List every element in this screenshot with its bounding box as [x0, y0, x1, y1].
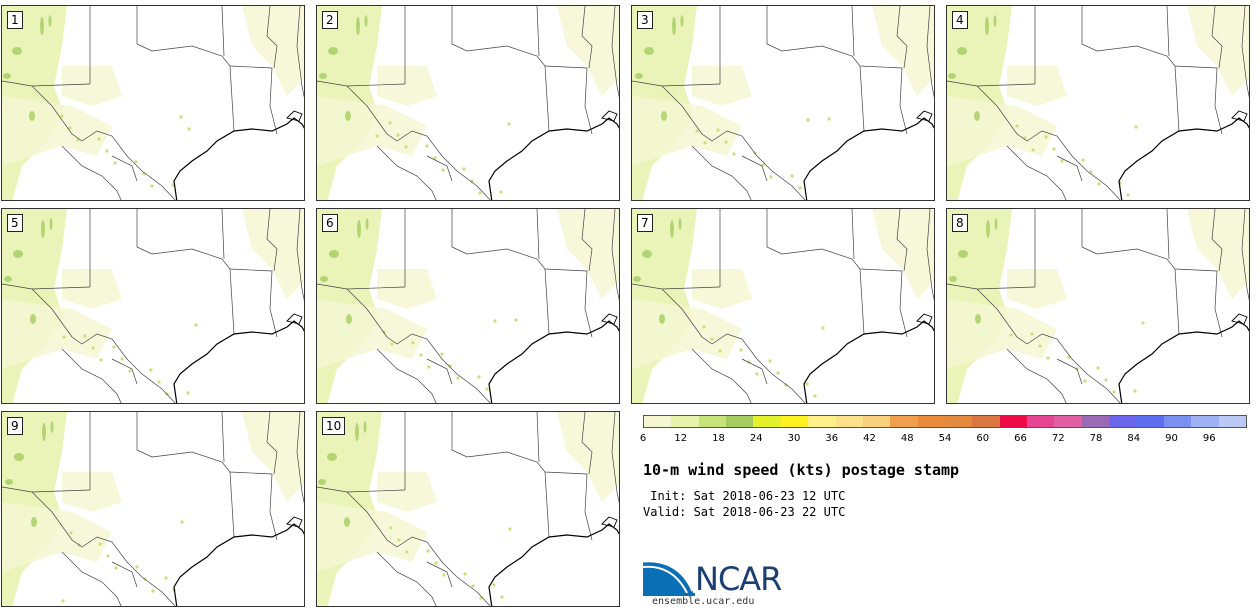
colorbar-swatch: [1191, 416, 1219, 427]
colorbar-tick-label: 72: [1051, 433, 1065, 444]
ensemble-member-panel: 4: [946, 5, 1250, 201]
colorbar-swatch: [780, 416, 809, 427]
ensemble-member-panel: 10: [316, 411, 620, 607]
colorbar-swatch: [671, 416, 699, 427]
colorbar-tick-label: 36: [825, 433, 839, 444]
plot-title: 10-m wind speed (kts) postage stamp: [643, 461, 960, 479]
colorbar-tick-label: 60: [976, 433, 990, 444]
colorbar-tick-label: 66: [1014, 433, 1027, 444]
colorbar-swatch: [1054, 416, 1082, 427]
colorbar-tick-label: 96: [1202, 433, 1216, 444]
wind-map: [947, 6, 1249, 200]
colorbar-tick-label: 54: [938, 433, 952, 444]
wind-map: [632, 6, 934, 200]
colorbar-swatch: [1136, 416, 1164, 427]
wind-map: [2, 412, 304, 606]
wind-map: [2, 6, 304, 200]
colorbar-swatch: [862, 416, 891, 427]
colorbar-tick-label: 12: [674, 433, 688, 444]
wind-map: [947, 209, 1249, 403]
colorbar-swatch: [1109, 416, 1137, 427]
colorbar: [643, 415, 1247, 428]
colorbar-swatch: [917, 416, 945, 427]
wind-map: [2, 209, 304, 403]
ensemble-member-panel: 7: [631, 208, 935, 404]
colorbar-swatch: [972, 416, 1000, 427]
colorbar-swatch: [726, 416, 754, 427]
member-label: 1: [7, 11, 23, 29]
member-label: 8: [952, 214, 968, 232]
colorbar-swatch: [1081, 416, 1110, 427]
colorbar-swatch: [1163, 416, 1192, 427]
colorbar-swatch: [753, 416, 781, 427]
colorbar-tick-label: 18: [712, 433, 725, 444]
wind-map: [632, 209, 934, 403]
ensemble-member-panel: 8: [946, 208, 1250, 404]
colorbar-tick-label: 84: [1127, 433, 1141, 444]
colorbar-tick-label: 24: [749, 433, 763, 444]
wind-map: [317, 412, 619, 606]
colorbar-tick-label: 42: [863, 433, 876, 444]
member-label: 5: [7, 214, 23, 232]
colorbar-swatch: [890, 416, 918, 427]
logo-text: NCAR: [695, 560, 782, 598]
colorbar-swatch: [644, 416, 672, 427]
member-label: 9: [7, 417, 23, 435]
colorbar-tick-label: 48: [900, 433, 914, 444]
member-label: 2: [322, 11, 338, 29]
member-label: 7: [637, 214, 653, 232]
ensemble-member-panel: 5: [1, 208, 305, 404]
ensemble-member-panel: 3: [631, 5, 935, 201]
member-label: 10: [322, 417, 346, 435]
ensemble-member-panel: 2: [316, 5, 620, 201]
wind-map: [317, 209, 619, 403]
member-label: 4: [952, 11, 968, 29]
init-time: Init: Sat 2018-06-23 12 UTC: [643, 489, 846, 503]
ensemble-member-panel: 6: [316, 208, 620, 404]
colorbar-swatch: [944, 416, 973, 427]
colorbar-swatch: [999, 416, 1028, 427]
colorbar-tick-label: 90: [1165, 433, 1178, 444]
colorbar-swatch: [698, 416, 727, 427]
colorbar-swatch: [1027, 416, 1055, 427]
ensemble-member-panel: 9: [1, 411, 305, 607]
colorbar-tick-label: 6: [639, 433, 647, 444]
colorbar-ticks: 6 12 18 24 30 36 42 48 54 60 66 72 78 84 90 96: [639, 433, 1247, 447]
ncar-logo-icon: [643, 559, 695, 596]
ensemble-member-panel: 1: [1, 5, 305, 201]
logo-url: ensemble.ucar.edu: [652, 596, 755, 607]
valid-time: Valid: Sat 2018-06-23 22 UTC: [643, 505, 846, 519]
colorbar-swatch: [808, 416, 836, 427]
colorbar-tick-label: 78: [1089, 433, 1103, 444]
wind-map: [317, 6, 619, 200]
colorbar-swatch: [835, 416, 863, 427]
colorbar-tick-label: 30: [787, 433, 801, 444]
member-label: 6: [322, 214, 338, 232]
colorbar-swatch: [1218, 416, 1246, 427]
member-label: 3: [637, 11, 653, 29]
